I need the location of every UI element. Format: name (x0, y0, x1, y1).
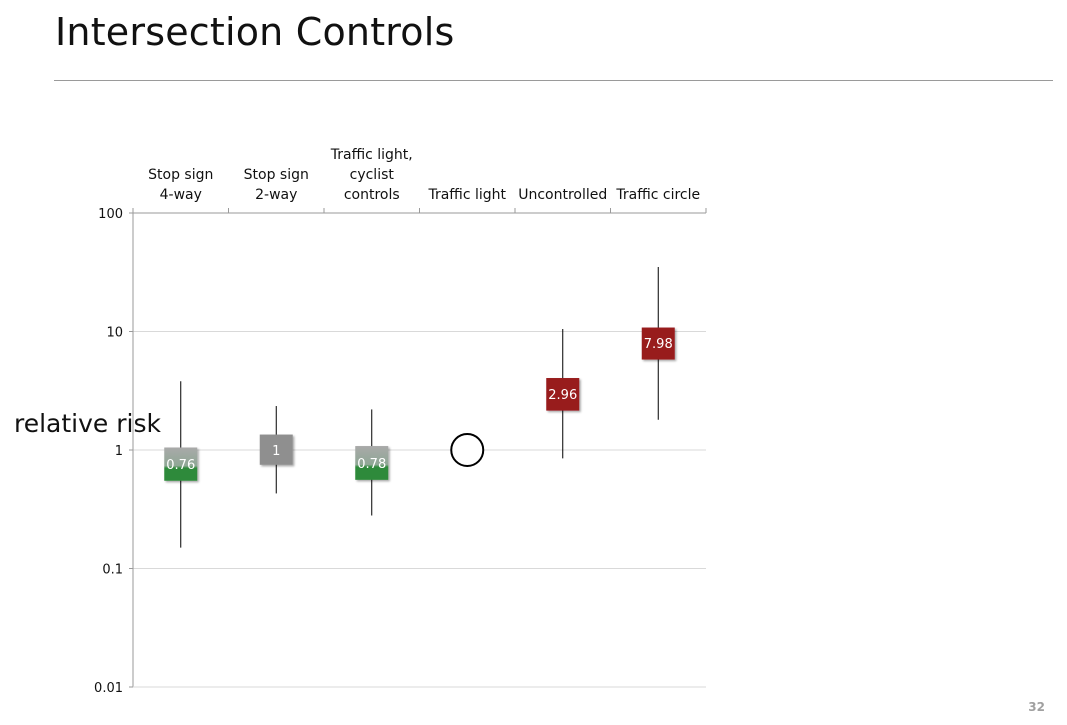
estimate-label: 2.96 (548, 388, 577, 403)
x-category-label: 2-way (255, 187, 297, 203)
title-divider (54, 80, 1053, 81)
estimate-box (641, 327, 675, 360)
estimate-label: 0.78 (357, 457, 386, 472)
reference-marker (450, 433, 485, 467)
estimate-box (546, 378, 580, 411)
y-tick-label: 1 (115, 444, 123, 459)
y-tick-label: 10 (106, 326, 123, 341)
y-tick-label: 0.01 (94, 681, 123, 696)
estimate-box (355, 446, 389, 480)
estimate-label: 0.76 (166, 458, 195, 473)
x-category-label: cyclist (350, 167, 395, 183)
y-tick-label: 100 (98, 207, 123, 222)
x-category-label: 4-way (160, 187, 202, 203)
x-category-label: Uncontrolled (518, 187, 607, 203)
estimate-box (259, 434, 293, 465)
x-category-label: Stop sign (244, 167, 309, 183)
x-category-label: Traffic light (427, 187, 506, 203)
x-category-label: Traffic light, (330, 147, 413, 163)
x-category-label: controls (344, 187, 400, 203)
y-tick-label: 0.1 (102, 563, 123, 578)
page-number: 32 (1028, 700, 1045, 714)
y-axis-label-text: relative risk (14, 409, 161, 438)
estimate-label: 7.98 (644, 337, 673, 352)
estimate-box (164, 447, 198, 481)
y-axis-label: relative risk (14, 406, 161, 442)
slide-title: Intersection Controls (55, 10, 455, 54)
x-category-label: Traffic circle (615, 187, 700, 203)
x-category-label: Stop sign (148, 167, 213, 183)
estimate-label: 1 (272, 444, 280, 459)
